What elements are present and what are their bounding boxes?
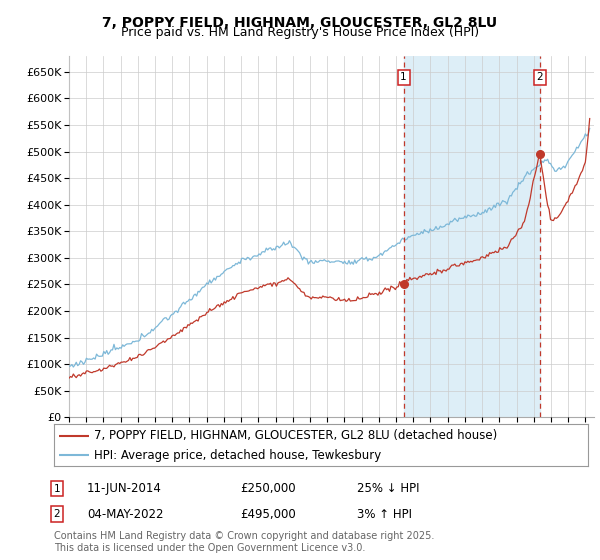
Text: Contains HM Land Registry data © Crown copyright and database right 2025.
This d: Contains HM Land Registry data © Crown c… xyxy=(54,531,434,553)
Text: Price paid vs. HM Land Registry's House Price Index (HPI): Price paid vs. HM Land Registry's House … xyxy=(121,26,479,39)
Text: £495,000: £495,000 xyxy=(240,507,296,521)
Text: 3% ↑ HPI: 3% ↑ HPI xyxy=(357,507,412,521)
Text: 04-MAY-2022: 04-MAY-2022 xyxy=(87,507,163,521)
Text: 2: 2 xyxy=(53,509,61,519)
Text: £250,000: £250,000 xyxy=(240,482,296,496)
Text: 1: 1 xyxy=(400,72,407,82)
Text: 1: 1 xyxy=(53,484,61,494)
Text: 25% ↓ HPI: 25% ↓ HPI xyxy=(357,482,419,496)
Text: HPI: Average price, detached house, Tewkesbury: HPI: Average price, detached house, Tewk… xyxy=(94,449,382,462)
Bar xyxy=(404,56,539,417)
Text: 11-JUN-2014: 11-JUN-2014 xyxy=(87,482,162,496)
Text: 2: 2 xyxy=(536,72,543,82)
Text: 7, POPPY FIELD, HIGHNAM, GLOUCESTER, GL2 8LU: 7, POPPY FIELD, HIGHNAM, GLOUCESTER, GL2… xyxy=(103,16,497,30)
Text: 7, POPPY FIELD, HIGHNAM, GLOUCESTER, GL2 8LU (detached house): 7, POPPY FIELD, HIGHNAM, GLOUCESTER, GL2… xyxy=(94,429,497,442)
